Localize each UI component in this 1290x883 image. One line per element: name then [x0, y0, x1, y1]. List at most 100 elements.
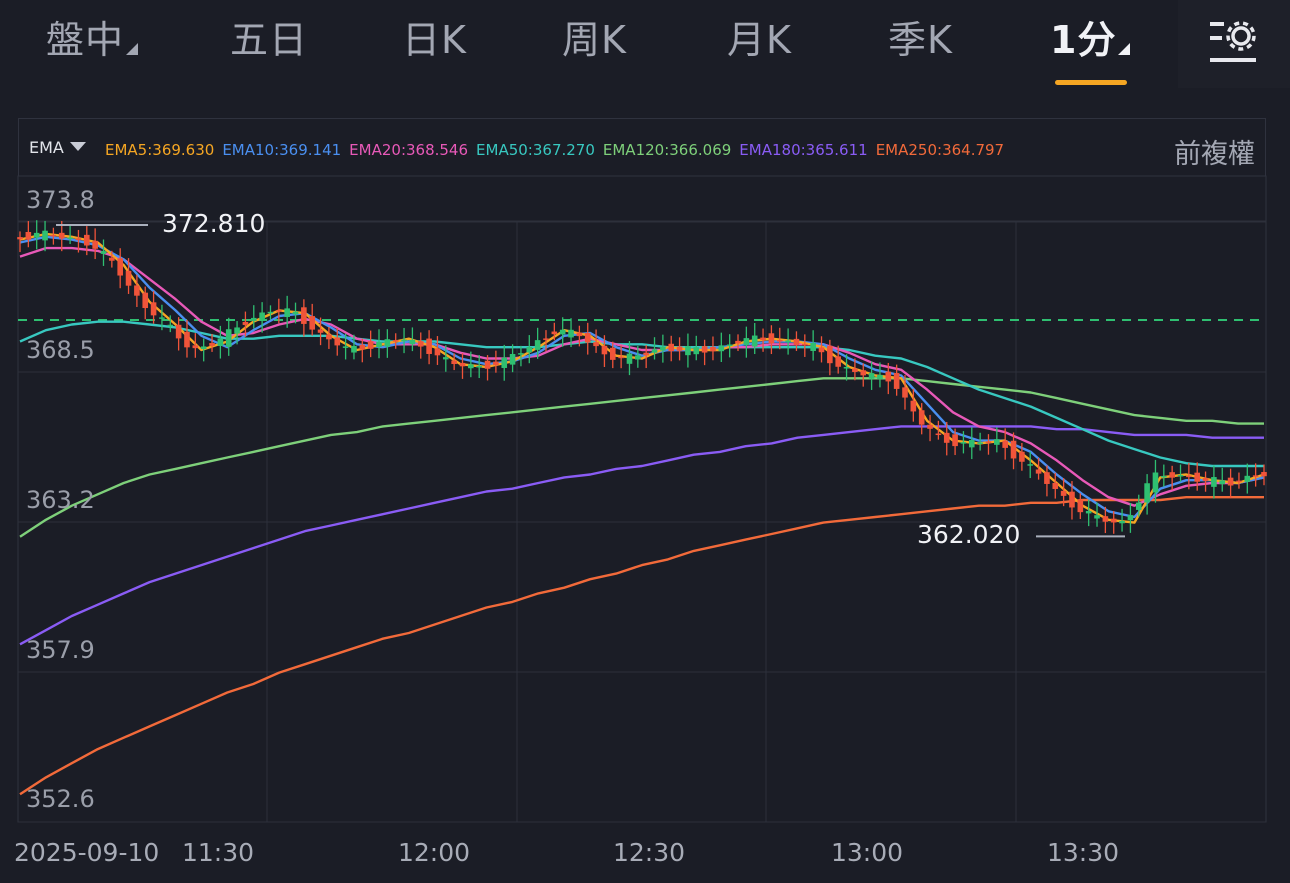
candle-body — [317, 329, 324, 333]
indicator-selector[interactable]: EMA — [29, 138, 86, 157]
candle-body — [1202, 478, 1209, 481]
candle-body — [735, 340, 741, 344]
candle-body — [902, 387, 908, 398]
tab-0[interactable]: 盤中 — [46, 14, 139, 66]
x-axis-tick-label: 11:30 — [182, 838, 255, 867]
candle-body — [693, 347, 700, 355]
candle-body — [860, 370, 867, 376]
tab-4[interactable]: 月K — [727, 14, 792, 66]
candle-body — [802, 343, 808, 346]
candle-body — [276, 310, 282, 312]
candle-body — [125, 270, 132, 286]
candle-body — [1194, 472, 1201, 482]
candle-body — [952, 434, 958, 447]
x-axis-tick-label: 13:30 — [1047, 838, 1120, 867]
ema-line-ema10 — [19, 235, 1265, 519]
candle-body — [159, 317, 165, 319]
y-axis-tick-label: 357.9 — [26, 636, 95, 664]
candle-body — [509, 354, 516, 365]
candle-body — [559, 329, 566, 335]
timeframe-tabs: 盤中 五日 日K 周K 月K 季K 1分 — [0, 0, 1178, 88]
candle-body — [1035, 469, 1042, 474]
tab-2[interactable]: 日K — [402, 14, 467, 66]
candle-body — [768, 333, 775, 344]
y-axis-tick-label: 363.2 — [26, 486, 95, 514]
tab-6[interactable]: 1分 — [1050, 14, 1131, 66]
candle-body — [593, 342, 599, 347]
candle-body — [401, 339, 407, 342]
candle-body — [785, 340, 791, 343]
ema-line-ema120 — [19, 377, 1264, 538]
candle-body — [117, 258, 123, 276]
candle-body — [518, 353, 524, 355]
candle-body — [1052, 482, 1059, 489]
tab-1[interactable]: 五日 — [230, 14, 308, 66]
candle-body — [184, 331, 190, 348]
tab-label: 盤中 — [46, 18, 125, 62]
candle-body — [67, 237, 73, 239]
candle-body — [1152, 472, 1159, 493]
chart-settings-button[interactable] — [1178, 0, 1290, 88]
candle-body — [58, 232, 65, 239]
y-axis-tick-label: 352.6 — [26, 785, 95, 813]
candle-body — [827, 345, 833, 364]
candle-body — [484, 360, 491, 369]
candle-body — [25, 232, 32, 240]
candle-body — [960, 442, 967, 444]
tab-label: 日K — [402, 18, 467, 62]
candle-body — [1019, 451, 1025, 462]
candle-body — [1261, 472, 1267, 477]
ema-line-ema250 — [19, 496, 1264, 796]
candle-body — [676, 346, 683, 351]
candle-body — [618, 356, 624, 359]
candle-body — [977, 442, 983, 444]
candle-body — [1127, 515, 1134, 521]
ema-legend-item: EMA50:367.270 — [476, 141, 595, 159]
ema-line-ema50 — [19, 320, 1264, 468]
candle-body — [668, 343, 675, 352]
candle-body — [409, 339, 416, 345]
candle-body — [109, 257, 115, 261]
candle-body — [701, 346, 708, 353]
candle-body — [885, 371, 892, 382]
candle-body — [776, 340, 783, 342]
candle-body — [426, 338, 432, 354]
tab-label: 月K — [727, 18, 792, 62]
candle-body — [351, 345, 357, 353]
candle-body — [442, 357, 449, 360]
candle-body — [451, 360, 457, 365]
candle-body — [710, 346, 716, 352]
candle-body — [359, 344, 366, 350]
candle-body — [626, 353, 633, 364]
candle-body — [367, 341, 374, 349]
candle-body — [417, 341, 424, 347]
candle-body — [643, 352, 649, 356]
candle-body — [92, 240, 98, 249]
indicator-legend: EMA EMA5:369.630 EMA10:369.141 EMA20:368.5… — [18, 118, 1266, 176]
candle-body — [17, 237, 23, 240]
candle-body — [543, 338, 549, 340]
price-adjust-button[interactable]: 前複權 — [1174, 139, 1255, 170]
chart-frame — [17, 175, 1267, 823]
candle-body — [225, 329, 232, 347]
candle-body — [292, 311, 299, 315]
candle-body — [259, 312, 265, 320]
ema-legend-item: EMA10:369.141 — [222, 141, 342, 159]
candle-body — [685, 346, 691, 356]
x-axis-tick-label: 12:30 — [613, 838, 686, 867]
candle-body — [1169, 472, 1175, 478]
ema-legend-item: EMA5:369.630 — [105, 141, 215, 159]
candle-body — [309, 316, 316, 330]
candle-body — [1211, 477, 1217, 487]
tab-5[interactable]: 季K — [888, 14, 953, 66]
candle-body — [943, 432, 950, 443]
candle-body — [392, 340, 399, 342]
candle-body — [1060, 490, 1067, 496]
tab-3[interactable]: 周K — [562, 14, 627, 66]
candle-body — [234, 327, 240, 334]
candle-body — [376, 341, 382, 347]
candle-body — [434, 348, 441, 356]
high-price-label: 372.810 — [162, 209, 266, 239]
candle-body — [167, 324, 174, 327]
